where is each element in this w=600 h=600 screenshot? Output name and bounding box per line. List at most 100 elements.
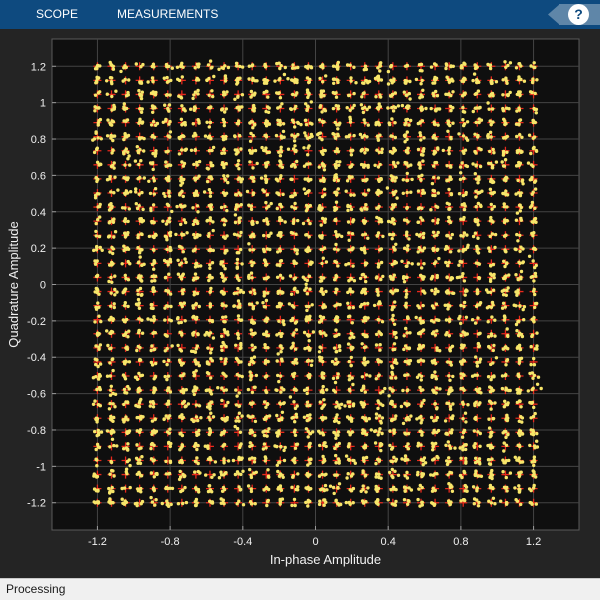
received-symbol <box>114 89 118 93</box>
received-symbol <box>222 442 227 447</box>
received-symbol <box>501 153 506 157</box>
received-symbol <box>205 166 209 170</box>
help-icon[interactable]: ? <box>568 4 589 25</box>
received-symbol <box>363 151 367 155</box>
received-symbol <box>449 135 453 140</box>
received-symbol <box>262 258 267 262</box>
received-symbol <box>460 475 464 480</box>
received-symbol <box>461 400 465 405</box>
received-symbol <box>120 262 124 266</box>
received-symbol <box>96 445 101 449</box>
received-symbol <box>223 361 227 366</box>
received-symbol <box>252 355 257 359</box>
received-symbol <box>345 476 349 480</box>
received-symbol <box>162 258 167 263</box>
received-symbol <box>474 120 478 125</box>
received-symbol <box>451 402 455 406</box>
received-symbol <box>334 230 338 234</box>
received-symbol <box>333 362 337 366</box>
received-symbol <box>434 418 438 422</box>
received-symbol <box>446 440 450 444</box>
received-symbol <box>153 417 157 421</box>
tab-scope[interactable]: SCOPE <box>36 7 79 21</box>
received-symbol <box>191 122 195 126</box>
received-symbol <box>399 404 404 409</box>
received-symbol <box>491 496 496 500</box>
received-symbol <box>109 384 114 388</box>
received-symbol <box>436 230 440 235</box>
received-symbol <box>361 469 365 473</box>
received-symbol <box>108 76 113 80</box>
received-symbol <box>351 486 356 491</box>
received-symbol <box>324 260 329 264</box>
received-symbol <box>505 489 509 493</box>
received-symbol <box>154 149 158 153</box>
received-symbol <box>278 485 282 489</box>
received-symbol <box>107 407 112 411</box>
received-symbol <box>294 320 299 324</box>
received-symbol <box>184 404 188 408</box>
received-symbol <box>207 275 211 279</box>
received-symbol <box>377 150 381 154</box>
received-symbol <box>279 145 283 149</box>
received-symbol <box>331 485 336 490</box>
received-symbol <box>504 192 508 197</box>
received-symbol <box>324 444 328 449</box>
received-symbol <box>390 151 395 155</box>
received-symbol <box>95 75 99 79</box>
received-symbol <box>122 289 126 293</box>
received-symbol <box>378 391 383 395</box>
received-symbol <box>127 154 131 158</box>
received-symbol <box>507 273 511 277</box>
received-symbol <box>135 443 139 447</box>
received-symbol <box>383 386 387 391</box>
received-symbol <box>126 418 130 422</box>
received-symbol <box>252 109 256 113</box>
received-symbol <box>420 191 425 195</box>
received-symbol <box>474 64 478 68</box>
tab-measurements[interactable]: MEASUREMENTS <box>117 7 219 21</box>
received-symbol <box>345 63 350 67</box>
received-symbol <box>322 164 327 168</box>
received-symbol <box>137 306 142 310</box>
received-symbol <box>535 78 539 82</box>
received-symbol <box>377 263 381 267</box>
received-symbol <box>263 429 267 433</box>
received-symbol <box>457 132 461 136</box>
received-symbol <box>461 149 465 153</box>
received-symbol <box>393 121 397 125</box>
received-symbol <box>465 138 470 142</box>
received-symbol <box>305 308 309 313</box>
received-symbol <box>504 250 508 254</box>
y-tick-label: -0.2 <box>27 316 46 328</box>
received-symbol <box>503 60 507 64</box>
received-symbol <box>294 347 298 351</box>
received-symbol <box>334 104 338 108</box>
received-symbol <box>388 443 392 448</box>
received-symbol <box>401 421 406 426</box>
received-symbol <box>109 164 114 169</box>
received-symbol <box>406 316 410 320</box>
received-symbol <box>348 400 352 404</box>
received-symbol <box>447 187 451 192</box>
received-symbol <box>479 474 484 478</box>
received-symbol <box>194 302 198 306</box>
received-symbol <box>475 486 479 490</box>
received-symbol <box>255 220 259 225</box>
received-symbol <box>334 415 338 420</box>
received-symbol <box>250 219 255 224</box>
received-symbol <box>305 278 309 283</box>
received-symbol <box>207 93 211 98</box>
received-symbol <box>488 483 493 488</box>
received-symbol <box>477 500 481 505</box>
received-symbol <box>292 459 296 463</box>
received-symbol <box>162 76 166 80</box>
received-symbol <box>490 445 495 450</box>
received-symbol <box>334 461 338 465</box>
received-symbol <box>404 264 408 268</box>
received-symbol <box>237 419 241 423</box>
received-symbol <box>333 162 337 167</box>
received-symbol <box>261 301 265 305</box>
received-symbol <box>434 89 438 94</box>
received-symbol <box>180 488 185 492</box>
